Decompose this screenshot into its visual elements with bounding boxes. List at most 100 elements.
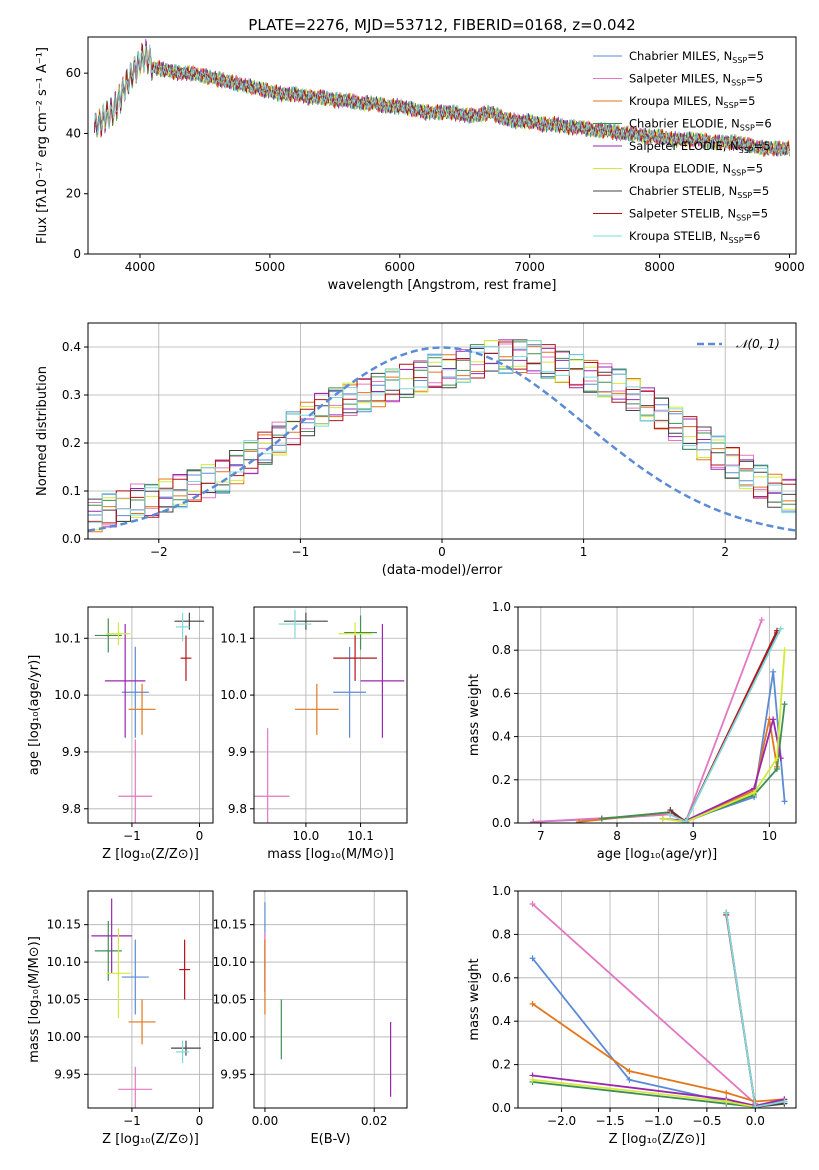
normal-curve [88,346,796,532]
x-tick-label: 7 [537,829,545,843]
x-tick-label: 0.02 [361,1114,388,1128]
y-tick-label: 0.2 [492,1058,511,1072]
y-tick-label: 0.8 [492,927,511,941]
y-axis-label: Normed distribution [35,366,50,496]
histogram-step [88,340,796,539]
data-point [529,1076,536,1083]
x-tick-label: −2.0 [547,1114,576,1128]
panel-mass-weight-vs-metallicity: −2.0 −1.5 −1.0 −0.5 0.0 0.0 0.2 0.4 0.6 0.8 1.0 Z [… [467,884,797,1147]
plot-area [94,38,790,157]
y-tick-label: 1.0 [492,600,511,614]
data-point [529,955,536,962]
data-point [723,1098,730,1105]
x-tick-label: 10.0 [293,829,320,843]
x-axis-label: age [log₁₀(age/yr)] [597,847,718,862]
panel-mass-weight-vs-age: 7 8 9 10 0.0 0.2 0.4 0.6 0.8 1.0 age [log₁₀(age/yr… [467,600,797,862]
legend-label: Salpeter MILES, NSSP=5 [629,72,763,88]
plot-area [94,612,205,823]
axes-frame [87,36,797,255]
y-tick-label: 9.9 [228,745,247,759]
x-tick-label: 8000 [644,260,675,274]
axes-frame [87,606,214,824]
x-tick-label: 5000 [255,260,286,274]
plot-area [91,898,201,1108]
y-axis-label: mass weight [467,958,482,1040]
y-tick-label: 1.0 [492,884,511,898]
x-tick-label: −1 [123,829,141,843]
histogram-step [88,341,796,539]
y-tick-label: 0.0 [62,532,81,546]
x-tick-label: 9000 [774,260,805,274]
y-axis-label: Flux [fλ10⁻¹⁷ erg cm⁻² s⁻¹ A⁻¹] [35,47,50,244]
panel-spectrum: Chabrier MILES, NSSP=5 Salpeter MILES, NS… [35,36,805,293]
x-axis-label: E(B-V) [310,1132,350,1147]
y-tick-label: 9.95 [54,1067,81,1081]
x-tick-label: 8 [613,829,621,843]
x-tick-label: −0.5 [692,1114,721,1128]
mass-weight-line [669,630,778,823]
legend-label: Kroupa STELIB, NSSP=6 [629,229,760,245]
y-axis-label: mass weight [467,674,482,756]
x-tick-label: −2 [150,545,168,559]
panel-age-vs-metallicity: −1 0 9.8 9.9 10.0 10.1 Z [log₁₀(Z/Z⊙)] age [log… [27,606,214,862]
data-point [773,766,780,772]
y-tick-label: 0.6 [492,686,511,700]
x-tick-label: 9 [689,829,697,843]
x-tick-label: 4000 [125,260,156,274]
y-tick-label: 40 [66,126,81,140]
y-tick-label: 10.05 [47,993,81,1007]
y-tick-label: 9.95 [220,1067,247,1081]
panel-residual-histogram: 𝒩(0, 1) −2 −1 0 1 2 0.0 0.1 0.2 0.3 0.4 (data-model… [35,322,797,578]
data-point [530,818,537,823]
y-tick-label: 0.2 [62,436,81,450]
data-point [781,1098,788,1105]
plot-area [264,902,392,1097]
data-point [723,1089,730,1096]
axes-frame [517,890,797,1109]
y-tick-label: 0.2 [492,773,511,787]
y-tick-label: 0.0 [492,816,511,830]
y-tick-label: 10.05 [213,993,247,1007]
panel-age-vs-mass: 10.0 10.1 9.8 9.9 10.0 10.1 mass [log₁₀(M/M⊙)] [220,606,408,862]
x-tick-label: 0.0 [746,1114,765,1128]
data-point [667,811,674,818]
data-point [777,625,784,632]
legend-label: Salpeter STELIB, NSSP=5 [629,207,768,223]
x-axis-label: Z [log₁₀(Z/Z⊙)] [102,847,199,862]
x-tick-label: 0.00 [252,1114,279,1128]
panel-mass-vs-metallicity: −1 0 9.95 10.00 10.05 10.10 10.15 Z [log₁₀(Z/Z⊙… [27,890,214,1147]
data-point [751,789,758,796]
x-tick-label: 2 [721,545,729,559]
x-tick-label: −1.5 [595,1114,624,1128]
y-tick-label: 10.15 [213,918,247,932]
data-point [575,818,582,823]
data-point [682,818,689,823]
plot-panels: Chabrier MILES, NSSP=5 Salpeter MILES, NS… [27,36,805,1147]
data-point [781,647,788,654]
legend-label: Chabrier ELODIE, NSSP=6 [629,117,772,133]
data-point [770,716,777,723]
x-axis-label: (data-model)/error [382,563,503,578]
spectrum-line [94,45,790,156]
y-tick-label: 20 [66,187,81,201]
y-tick-label: 10.1 [220,631,247,645]
data-point [781,701,788,708]
legend: Chabrier MILES, NSSP=5 Salpeter MILES, NS… [593,49,772,245]
y-axis-label: mass [log₁₀(M/M⊙)] [27,936,42,1063]
data-point [770,668,777,675]
data-point [529,1000,536,1007]
x-tick-label: 0 [196,1114,204,1128]
data-point [529,901,536,908]
mass-weight-line [669,632,778,823]
y-tick-label: 10.0 [220,688,247,702]
data-point [659,815,666,822]
legend-label: 𝒩(0, 1) [736,337,780,351]
x-tick-label: −1.0 [644,1114,673,1128]
data-point [626,1068,633,1075]
legend-label: Kroupa MILES, NSSP=5 [629,94,755,110]
x-axis-label: mass [log₁₀(M/M⊙)] [267,847,394,862]
plot-area [530,616,788,823]
x-tick-label: 0 [196,829,204,843]
plot-area [254,609,405,823]
